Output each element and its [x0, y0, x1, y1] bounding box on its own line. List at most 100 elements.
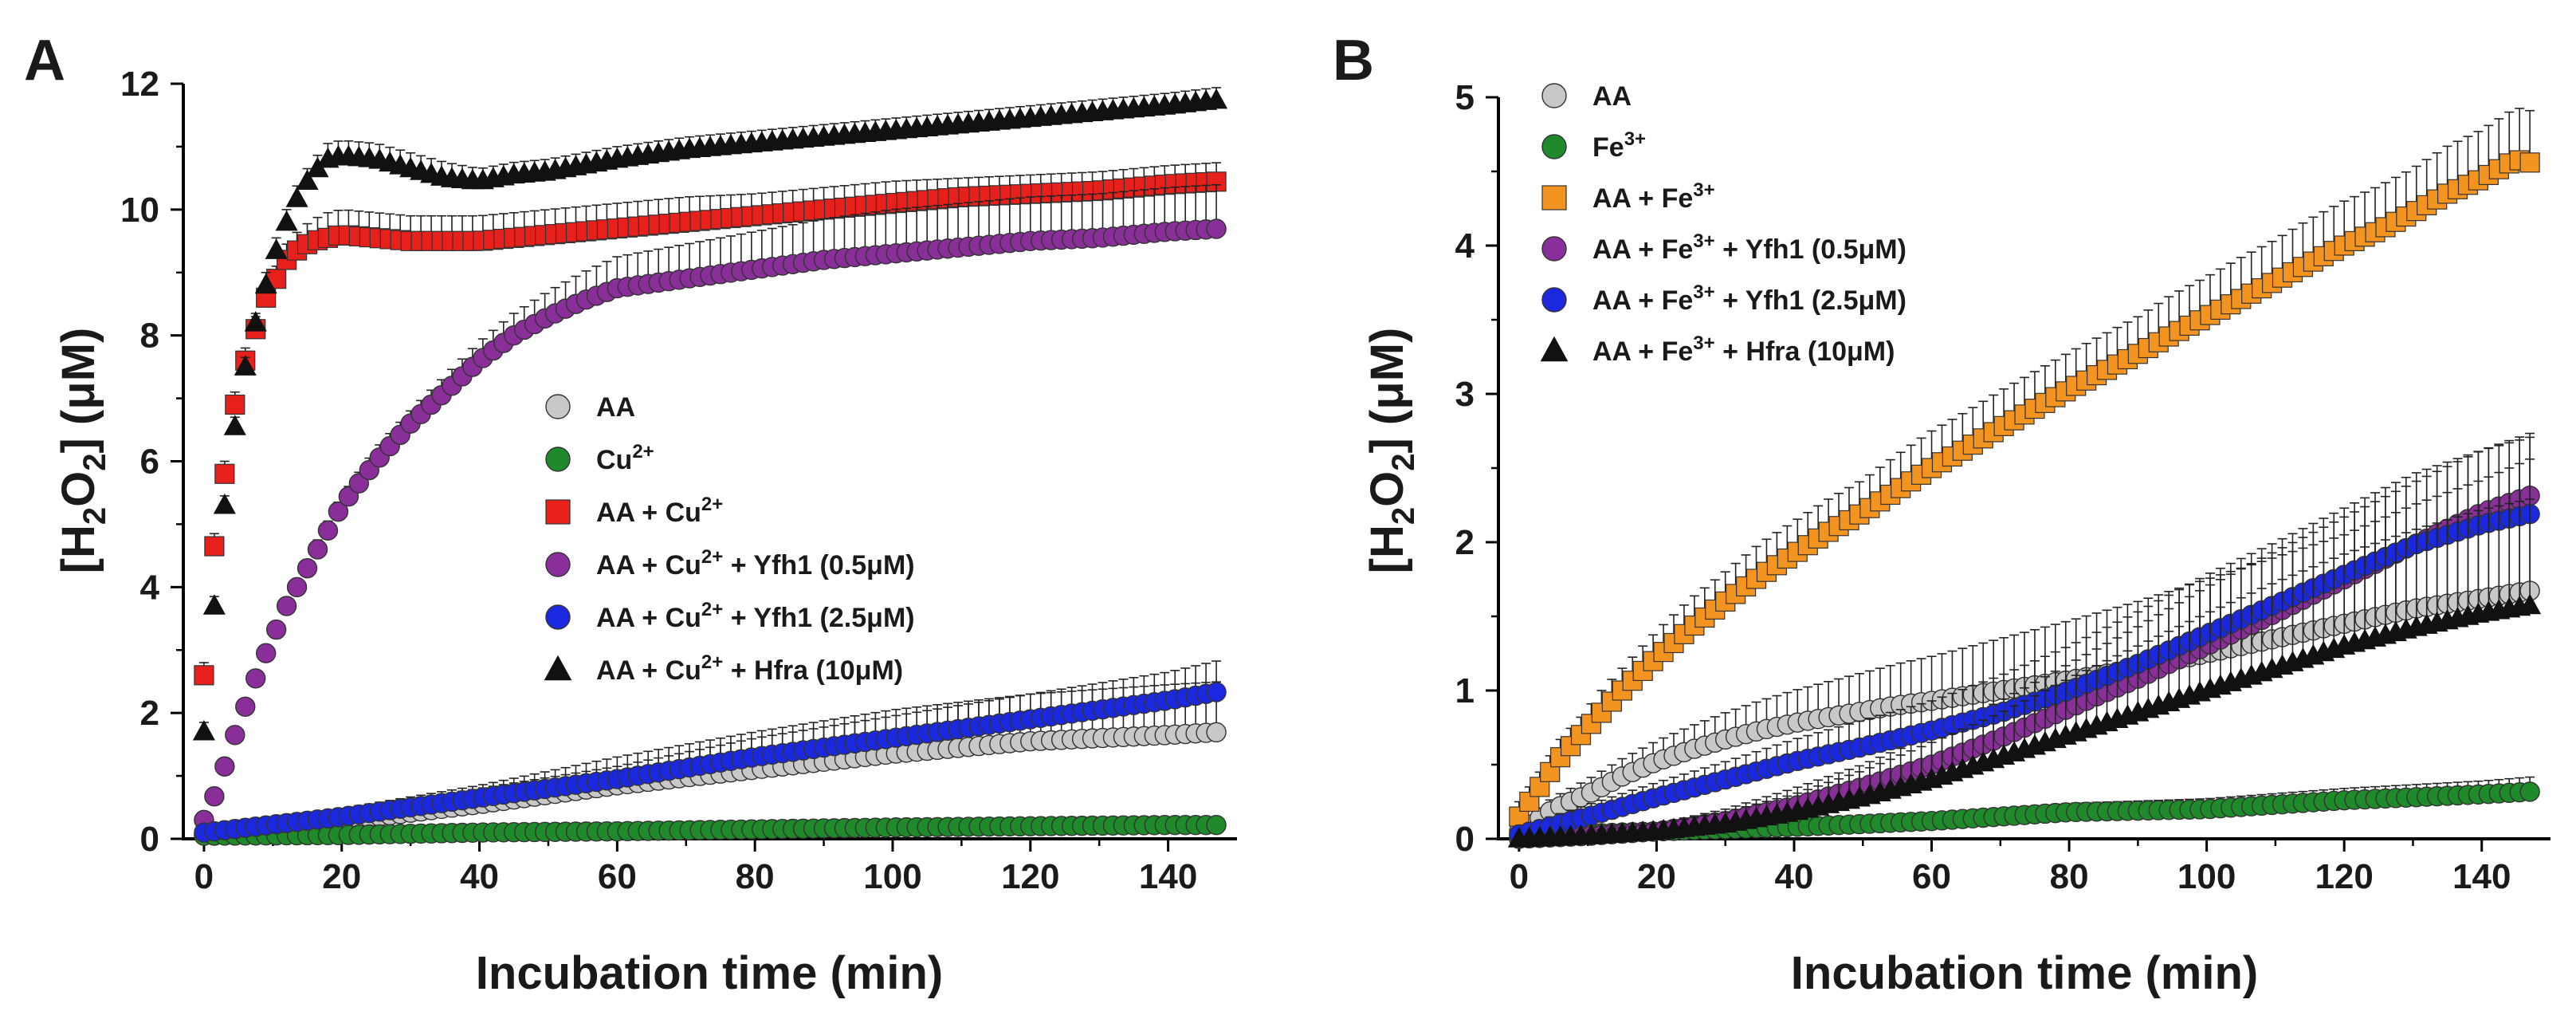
- panel-a-series-2-points: [194, 171, 1227, 686]
- panel-a-series-1: [194, 814, 1227, 846]
- data-point: [245, 668, 266, 689]
- legend-label: AA + Cu2+ + Yfh1 (0.5μM): [596, 546, 915, 580]
- legend-label: AA + Fe3+ + Hfra (10μM): [1592, 332, 1895, 367]
- panel-a-x-tick-label: 120: [1001, 857, 1059, 896]
- panel-b: B [H2O2] (μM) 0 20 40 60 80 100 120 140 0 1 2 3 4 5 I…: [1333, 29, 2550, 999]
- panel-a-series-2: [194, 162, 1227, 686]
- panel-b-series-5-points: [1507, 593, 2542, 848]
- data-point: [286, 576, 308, 598]
- data-point: [254, 273, 277, 294]
- panel-a-series-4: [194, 660, 1227, 843]
- legend-label: AA + Fe3+​: [1592, 179, 1715, 214]
- data-point: [307, 539, 328, 560]
- legend-marker: [545, 604, 571, 630]
- panel-b-legend-item-5: AA + Fe3+ + Hfra (10μM): [1540, 332, 1895, 367]
- panel-b-series-4-points: [1509, 503, 2540, 845]
- data-point: [1601, 691, 1622, 712]
- data-point: [265, 238, 288, 259]
- panel-b-legend-item-1: Fe3+​: [1541, 128, 1646, 163]
- panel-b-y-tick-label: 4: [1455, 226, 1475, 266]
- panel-a-x-tick-label: 20: [322, 857, 361, 896]
- data-point: [223, 415, 246, 435]
- panel-a-y-tick-label: 2: [140, 694, 159, 733]
- data-point: [255, 643, 277, 663]
- panel-b-series-2: [1509, 108, 2540, 827]
- panel-a-series-3-points: [194, 218, 1227, 831]
- panel-a-legend-item-3: AA + Cu2+ + Yfh1 (0.5μM): [545, 546, 915, 580]
- legend-label: AA + Cu2+​: [596, 494, 723, 528]
- panel-b-legend-item-2: AA + Fe3+​: [1541, 179, 1715, 214]
- data-point: [276, 596, 297, 616]
- panel-b-x-tick-label: 40: [1775, 857, 1814, 896]
- data-point: [2519, 781, 2540, 802]
- data-point: [275, 210, 298, 231]
- data-point: [1206, 218, 1227, 239]
- data-point: [1206, 682, 1227, 702]
- panel-b-x-tick-label: 20: [1637, 857, 1676, 896]
- panel-b-x-tick-label: 60: [1912, 857, 1951, 896]
- panel-a-legend-item-0: AA: [545, 392, 635, 423]
- data-point: [204, 536, 225, 557]
- panel-a-x-tick-label: 100: [863, 857, 921, 896]
- data-point: [192, 720, 215, 741]
- panel-b-y-tick-label: 2: [1455, 523, 1475, 562]
- panel-b-x-tick-label: 100: [2177, 857, 2236, 896]
- legend-label: AA + Fe3+ + Yfh1 (0.5μM): [1592, 230, 1906, 265]
- panel-a: A [H2O2] (μM) 0 20 40 60 80 100 120 140 0 2 4 6 8 10 1…: [24, 29, 1237, 999]
- data-point: [328, 501, 349, 522]
- data-point: [234, 355, 257, 376]
- legend-marker: [1541, 83, 1567, 108]
- panel-b-y-tick-label: 3: [1455, 375, 1475, 414]
- legend-label: AA + Cu2+ + Hfra (10μM): [596, 651, 903, 686]
- panel-a-x-tick-label: 0: [194, 857, 214, 896]
- panel-a-series-4-points: [194, 682, 1227, 843]
- legend-marker: [1541, 134, 1567, 159]
- data-point: [1206, 722, 1227, 743]
- panel-a-legend-item-5: AA + Cu2+ + Hfra (10μM): [544, 651, 903, 686]
- panel-a-y-tick-label: 8: [140, 317, 159, 356]
- legend-label: AA: [596, 392, 635, 423]
- data-point: [2519, 152, 2540, 173]
- panel-b-ylabel: [H2O2] (μM): [1361, 328, 1421, 574]
- legend-label: Cu2+​: [596, 441, 654, 475]
- panel-b-series-5: [1507, 498, 2542, 848]
- data-point: [244, 311, 267, 332]
- data-point: [2519, 593, 2542, 615]
- data-point: [285, 187, 308, 207]
- legend-marker: [545, 499, 571, 525]
- data-point: [214, 463, 235, 484]
- panel-a-y-tick-label: 6: [140, 443, 159, 482]
- panel-b-legend: AA Fe3+​ AA + Fe3+​ AA + Fe3+ + Yfh1 (0.5μM…: [1540, 81, 1906, 367]
- panel-a-ylabel: [H2O2] (μM): [53, 328, 112, 574]
- panel-a-legend-item-4: AA + Cu2+ + Yfh1 (2.5μM): [545, 599, 915, 633]
- panel-a-legend: AA Cu2+​ AA + Cu2+​ AA + Cu2+ + Yfh1 (0.5μM…: [544, 392, 915, 686]
- legend-label: AA: [1592, 81, 1632, 112]
- panel-b-xlabel: Incubation time (min): [1791, 947, 2258, 999]
- panel-b-letter: B: [1333, 29, 1374, 92]
- legend-marker: [545, 552, 571, 577]
- data-point: [202, 594, 226, 615]
- legend-label: AA + Cu2+ + Yfh1 (2.5μM): [596, 599, 915, 633]
- panel-a-letter: A: [24, 29, 65, 92]
- data-point: [296, 557, 318, 579]
- legend-marker: [1541, 287, 1567, 313]
- panel-b-y-tick-label: 1: [1455, 671, 1475, 710]
- legend-marker: [545, 447, 571, 472]
- data-point: [194, 665, 214, 686]
- data-point: [296, 169, 319, 191]
- data-point: [1206, 814, 1227, 836]
- panel-a-series-5: [192, 87, 1228, 741]
- panel-b-x-tick-label: 120: [2315, 857, 2373, 896]
- legend-marker: [1540, 336, 1569, 362]
- legend-label: Fe3+​: [1592, 128, 1646, 163]
- legend-marker: [544, 655, 572, 681]
- data-point: [265, 619, 287, 640]
- data-point: [213, 493, 236, 514]
- data-point: [204, 786, 225, 807]
- panel-b-y-tick-label: 0: [1455, 820, 1475, 859]
- panel-a-legend-item-1: Cu2+​: [545, 441, 654, 475]
- data-point: [225, 394, 245, 415]
- panel-a-x-tick-label: 80: [736, 857, 775, 896]
- panel-b-x-tick-label: 80: [2050, 857, 2089, 896]
